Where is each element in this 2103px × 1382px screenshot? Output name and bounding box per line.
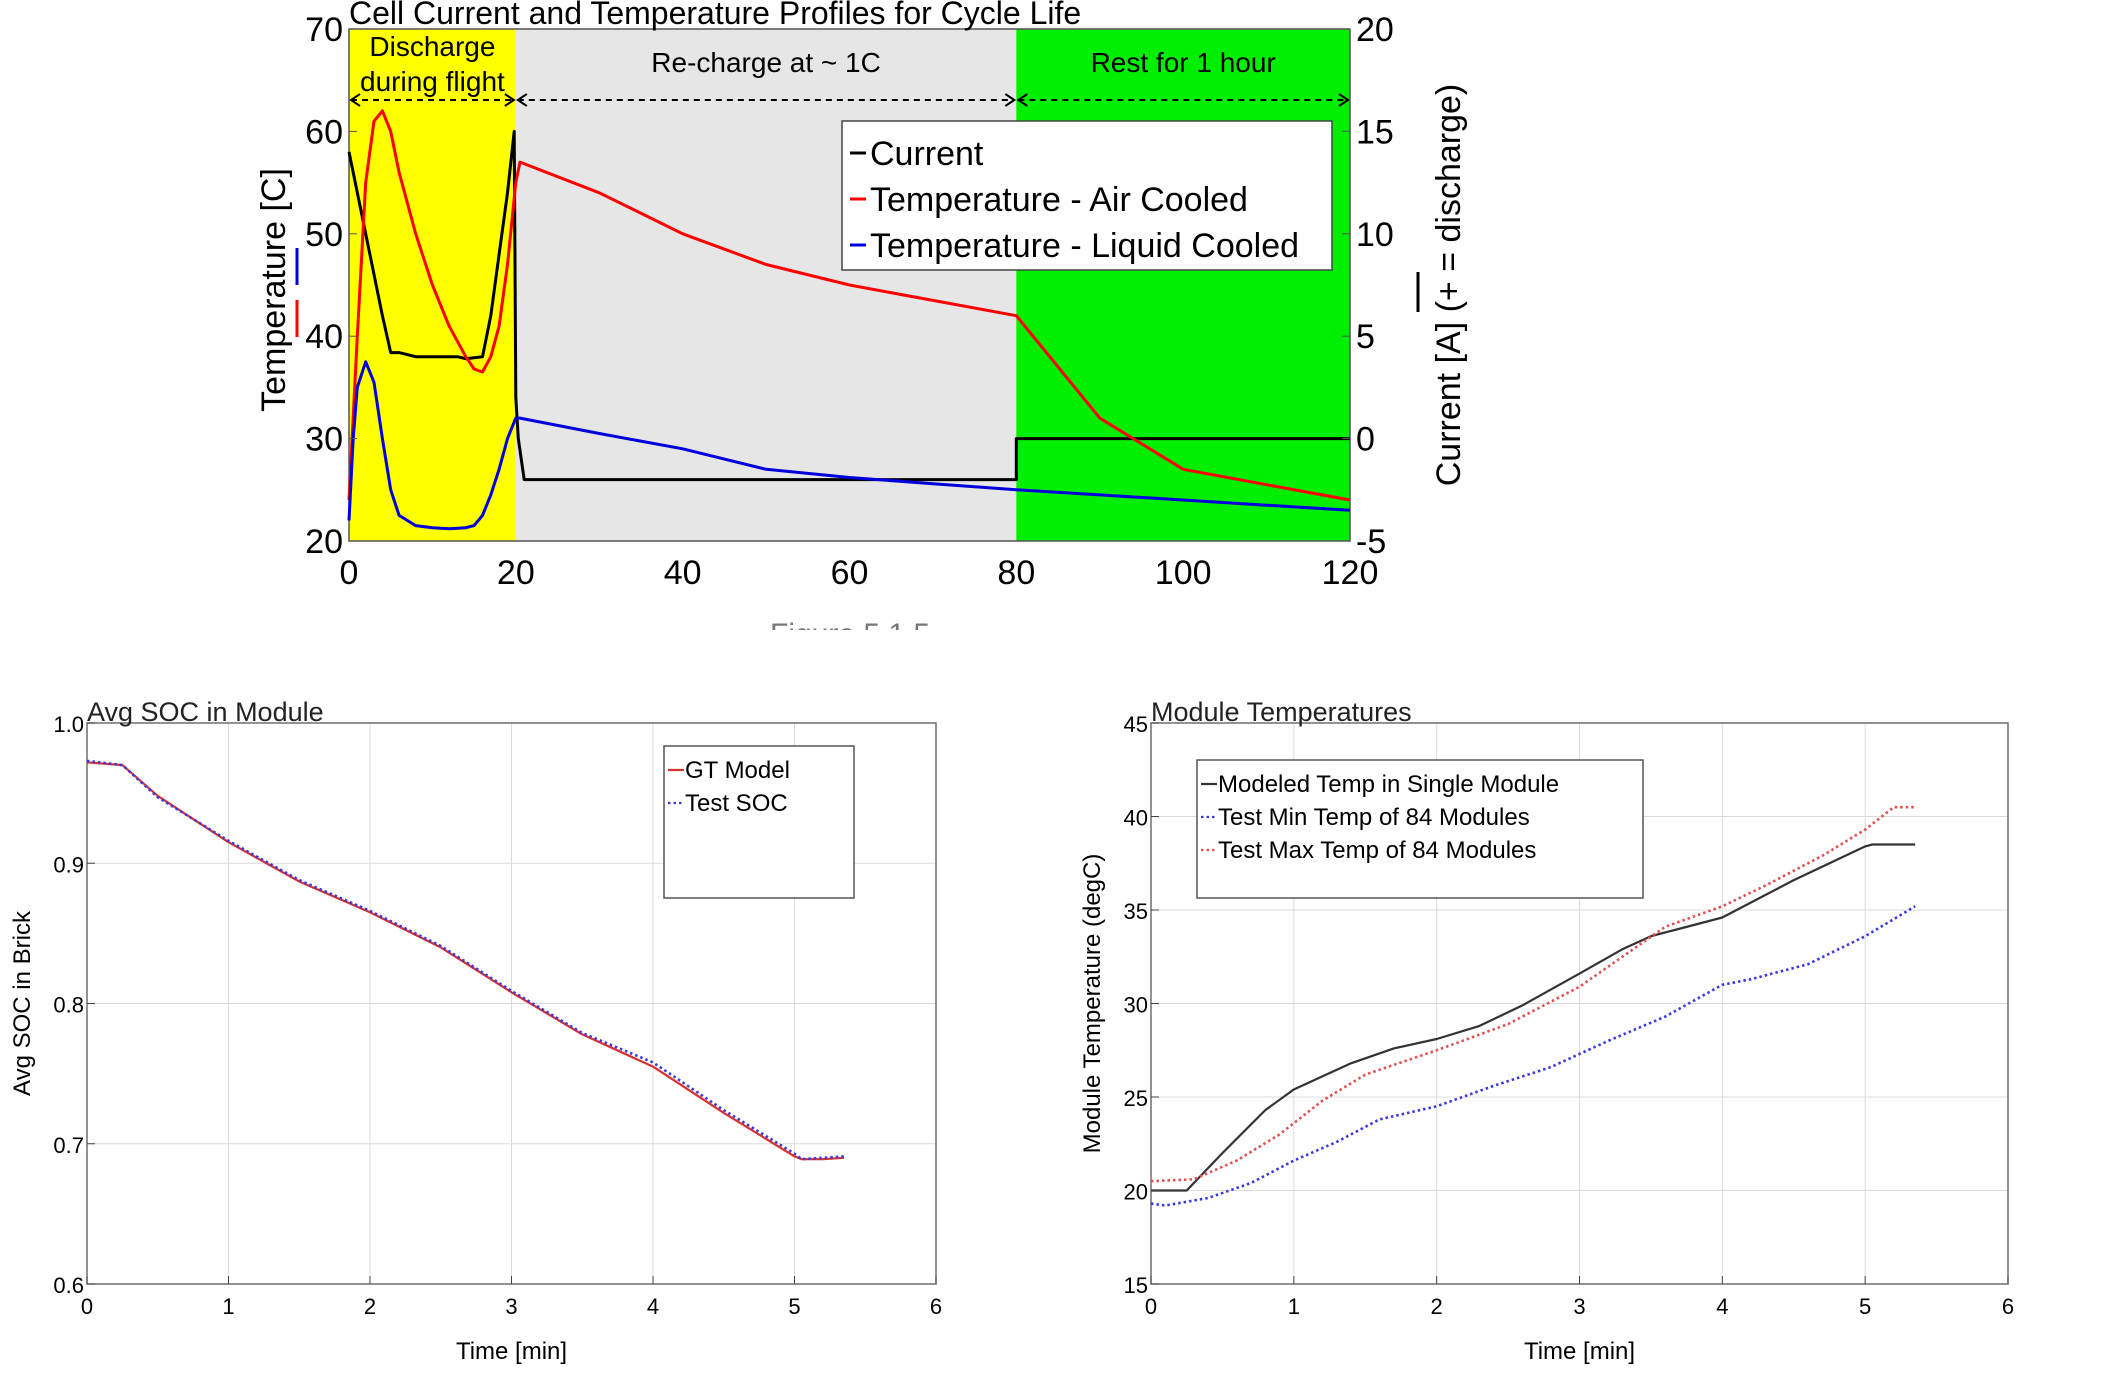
- x-tick-label: 4: [647, 1294, 659, 1319]
- chart-1: Discharge during flight Re-charge at ~ 1C R…: [255, 0, 1468, 651]
- region-arrow-head: [504, 93, 516, 107]
- y-tick-label: 1.0: [53, 712, 84, 737]
- x-tick-label: 1: [1288, 1294, 1300, 1319]
- region-background: [515, 29, 1017, 541]
- x-tick-label: 6: [2002, 1294, 2014, 1319]
- chart-title: Avg SOC in Module: [87, 697, 324, 727]
- chart-2: 0 1 2 3 4 5 6 0.6 0.7 0.8 0.9 1.0 Avg SOC in Module T…: [9, 697, 942, 1365]
- y-tick-label: 70: [305, 11, 343, 49]
- x-tick-label: 5: [1859, 1294, 1871, 1319]
- x-tick-label: 4: [1716, 1294, 1728, 1319]
- y2-tick-label: 15: [1356, 113, 1394, 151]
- legend-label: Current: [870, 135, 984, 173]
- legend-box: [663, 745, 855, 899]
- legend-label: Temperature - Air Cooled: [870, 181, 1248, 219]
- series-line: [347, 360, 1351, 531]
- series-line: [347, 109, 1351, 502]
- series-line: [1151, 843, 1916, 1192]
- x-tick-label: 3: [505, 1294, 517, 1319]
- x-tick-label: 3: [1573, 1294, 1585, 1319]
- y-tick-label: 40: [305, 318, 343, 356]
- x-tick-label: 100: [1155, 554, 1212, 592]
- region-background: [1016, 29, 1350, 541]
- chart-legend: Current Temperature - Air Cooled Temperatu…: [841, 120, 1333, 271]
- legend-label: Modeled Temp in Single Module: [1218, 771, 1559, 798]
- y2-axis-label: Current [A] (+ = discharge): [1430, 84, 1468, 487]
- x-tick-label: 2: [1431, 1294, 1443, 1319]
- region-label: Discharge during flight: [360, 31, 505, 97]
- chart-title: Module Temperatures: [1151, 697, 1412, 727]
- region-arrow-head: [1016, 93, 1028, 107]
- y2-tick-label: -5: [1356, 523, 1386, 561]
- partial-caption: Figure 5.1.5: [770, 618, 930, 651]
- region-label-line: during flight: [360, 66, 505, 97]
- y-tick-label: 15: [1124, 1273, 1148, 1298]
- x-tick-label: 1: [222, 1294, 234, 1319]
- y-tick-label: 45: [1124, 712, 1148, 737]
- chart-legend: Modeled Temp in Single Module Test Min Te…: [1196, 759, 1644, 899]
- series-line: [1150, 805, 1916, 1183]
- region-arrow-head: [1004, 93, 1017, 107]
- y-tick-label: 30: [305, 421, 343, 459]
- region-arrow-head: [1338, 93, 1350, 107]
- y-axis-label: Avg SOC in Brick: [9, 910, 36, 1096]
- legend-box: [841, 120, 1333, 271]
- y-tick-label: 25: [1124, 1086, 1148, 1111]
- x-tick-label: 120: [1322, 554, 1379, 592]
- legend-box: [1196, 759, 1644, 899]
- y-tick-label: 0.9: [53, 852, 84, 877]
- legend-label: Temperature - Liquid Cooled: [870, 227, 1299, 265]
- region-label: Rest for 1 hour: [1091, 47, 1276, 78]
- y-tick-label: 20: [305, 523, 343, 561]
- x-tick-label: 5: [788, 1294, 800, 1319]
- legend-label: GT Model: [685, 757, 790, 784]
- y-tick-label: 50: [305, 216, 343, 254]
- x-tick-label: 0: [340, 554, 359, 592]
- y2-tick-label: 20: [1356, 11, 1394, 49]
- series-line: [1150, 905, 1916, 1207]
- region-label: Re-charge at ~ 1C: [651, 47, 881, 78]
- y2-tick-label: 10: [1356, 216, 1394, 254]
- x-tick-label: 60: [831, 554, 869, 592]
- x-tick-label: 80: [997, 554, 1035, 592]
- y2-tick-label: 0: [1356, 421, 1375, 459]
- y-tick-label: 30: [1124, 993, 1148, 1018]
- region-label-line: Discharge: [369, 31, 495, 62]
- y-axis-label: Module Temperature (degC): [1079, 854, 1106, 1154]
- series-line: [86, 759, 845, 1161]
- y-tick-label: 0.6: [53, 1273, 84, 1298]
- plot-frame: [348, 28, 1351, 542]
- region-arrow-head: [516, 93, 528, 107]
- y-tick-label: 60: [305, 113, 343, 151]
- region-arrow-head: [349, 93, 361, 107]
- x-tick-label: 6: [930, 1294, 942, 1319]
- y-tick-label: 0.7: [53, 1133, 84, 1158]
- chart-legend: GT Model Test SOC: [663, 745, 855, 899]
- y-tick-label: 35: [1124, 899, 1148, 924]
- legend-label: Test SOC: [685, 790, 788, 817]
- y-tick-label: 20: [1124, 1180, 1148, 1205]
- x-tick-label: 0: [1145, 1294, 1157, 1319]
- y-tick-label: 40: [1124, 806, 1148, 831]
- x-tick-label: 40: [664, 554, 702, 592]
- x-tick-label: 20: [497, 554, 535, 592]
- x-axis-label: Time [min]: [456, 1338, 567, 1365]
- legend-label: Test Max Temp of 84 Modules: [1218, 837, 1536, 864]
- x-tick-label: 2: [364, 1294, 376, 1319]
- chart-title: Cell Current and Temperature Profiles fo…: [349, 0, 1081, 31]
- x-tick-label: 0: [81, 1294, 93, 1319]
- y-axis-label: Temperature [C]: [255, 168, 293, 412]
- legend-label: Test Min Temp of 84 Modules: [1218, 804, 1530, 831]
- x-axis-label: Time [min]: [1524, 1338, 1635, 1365]
- y2-tick-label: 5: [1356, 318, 1375, 356]
- series-line: [347, 129, 1350, 482]
- y-tick-label: 0.8: [53, 993, 84, 1018]
